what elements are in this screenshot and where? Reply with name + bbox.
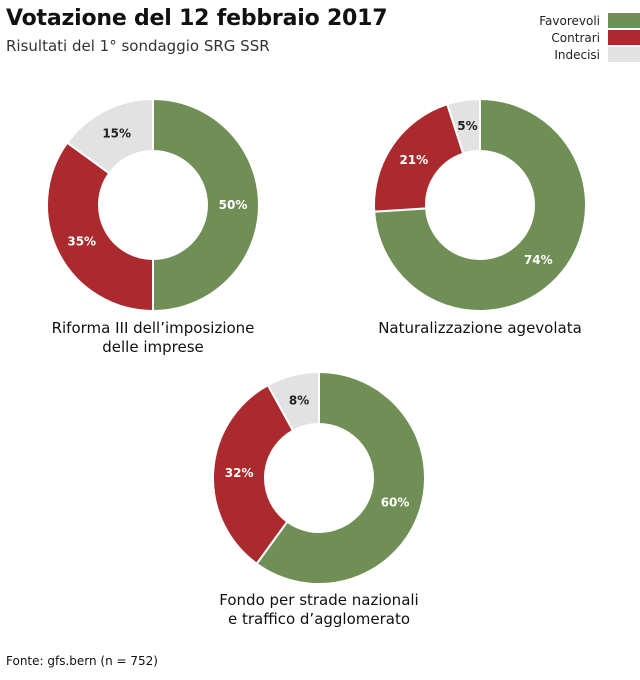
slice-label: 60%: [381, 496, 410, 510]
slice-favorevoli: [373, 97, 587, 312]
legend-swatch: [608, 30, 640, 45]
slice-favorevoli: [152, 97, 260, 313]
legend-item-indecisi: Indecisi: [500, 46, 640, 63]
donut-chart-1: 50% 35% 15% Riforma III dell’imposizionedel…: [46, 97, 260, 356]
source-note: Fonte: gfs.bern (n = 752): [6, 654, 158, 668]
legend-label: Contrari: [551, 30, 600, 45]
slice-label: 32%: [225, 466, 254, 480]
slice-contrari: [373, 102, 465, 213]
slice-label: 35%: [67, 234, 96, 248]
legend-label: Favorevoli: [539, 13, 600, 28]
slice-contrari: [46, 141, 154, 313]
slice-label: 8%: [289, 394, 309, 408]
donut-title-line: e traffico d’agglomerato: [228, 610, 410, 628]
donut-title-line: delle imprese: [102, 338, 204, 356]
chart-title: Votazione del 12 febbraio 2017: [6, 6, 388, 31]
legend-label: Indecisi: [554, 47, 600, 62]
slice-indecisi: [445, 97, 481, 155]
slice-contrari: [212, 383, 295, 566]
donut-title-line: Riforma III dell’imposizione: [52, 319, 255, 337]
donut-title-line: Naturalizzazione agevolata: [378, 319, 582, 337]
slice-label: 21%: [399, 153, 428, 167]
slice-indecisi: [266, 370, 320, 433]
slice-label: 50%: [219, 198, 248, 212]
slice-label: 5%: [457, 119, 477, 133]
legend-item-contrari: Contrari: [500, 29, 640, 46]
slice-indecisi: [65, 97, 154, 175]
donut-title-line: Fondo per strade nazionali: [219, 591, 418, 609]
slice-label: 15%: [102, 127, 131, 141]
slice-label: 74%: [524, 253, 553, 267]
legend: Favorevoli Contrari Indecisi: [500, 12, 640, 63]
chart-subtitle: Risultati del 1° sondaggio SRG SSR: [6, 37, 270, 55]
legend-swatch: [608, 47, 640, 62]
legend-swatch: [608, 13, 640, 28]
donut-chart-2: 74% 21% 5% Naturalizzazione agevolata: [373, 97, 587, 337]
slice-favorevoli: [255, 370, 426, 585]
legend-item-favorevoli: Favorevoli: [500, 12, 640, 29]
